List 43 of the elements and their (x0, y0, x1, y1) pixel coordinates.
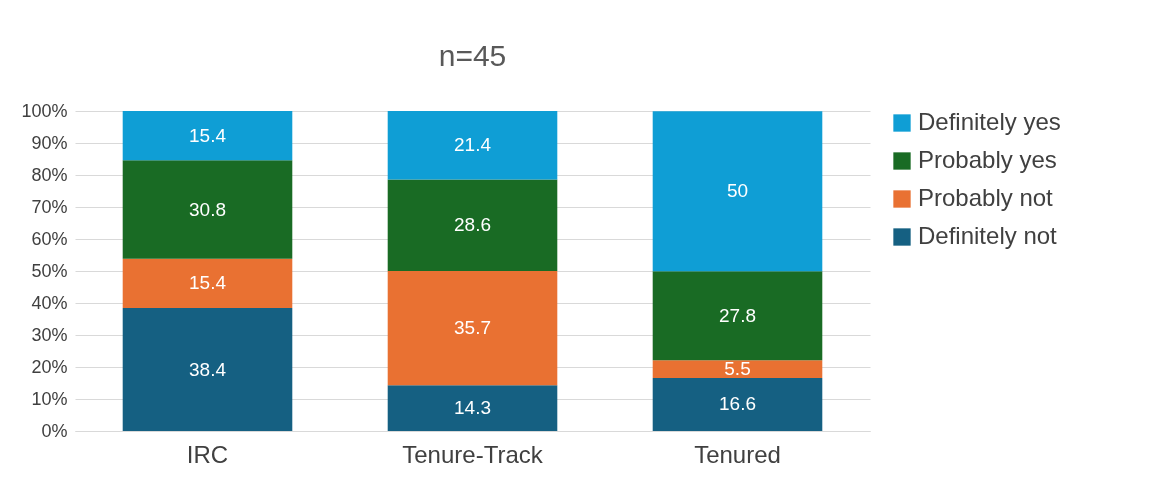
legend-label: Definitely yes (918, 108, 1061, 135)
bar (387, 385, 558, 431)
bar (652, 377, 823, 431)
bar (387, 271, 558, 386)
y-tick-label: 70% (31, 196, 68, 217)
bar (652, 360, 823, 378)
y-tick-label: 30% (31, 324, 68, 345)
bar (387, 111, 558, 180)
bar (122, 160, 293, 259)
y-tick-label: 0% (41, 420, 68, 441)
bar (122, 308, 293, 431)
y-tick-label: 80% (31, 164, 68, 185)
y-tick-label: 100% (21, 100, 68, 121)
data-label: 16.6 (719, 393, 756, 415)
data-label: 50 (726, 180, 749, 202)
data-label: 14.3 (454, 397, 491, 419)
data-label: 35.7 (454, 317, 491, 339)
y-tick-label: 20% (31, 356, 68, 377)
data-label: 38.4 (189, 358, 227, 380)
data-label: 15.4 (189, 124, 227, 146)
y-tick-label: 90% (31, 132, 68, 153)
legend-label: Probably yes (918, 146, 1057, 173)
chart-title: n=45 (438, 39, 507, 72)
data-label: 30.8 (189, 198, 226, 220)
bar (387, 179, 558, 271)
y-tick-label: 10% (31, 388, 68, 409)
x-tick-label: IRC (186, 440, 229, 468)
legend-label: Definitely not (918, 222, 1058, 249)
y-tick-label: 50% (31, 260, 68, 281)
bar (652, 111, 823, 272)
data-label: 21.4 (454, 134, 492, 156)
bar (122, 258, 293, 309)
bar (652, 271, 823, 361)
bar (122, 111, 293, 161)
data-label: 27.8 (719, 304, 756, 326)
data-label: 28.6 (454, 214, 491, 236)
y-tick-label: 60% (31, 228, 68, 249)
y-tick-label: 40% (31, 292, 68, 313)
data-label: 15.4 (189, 272, 227, 294)
x-tick-label: Tenured (694, 440, 781, 468)
data-label: 5.5 (724, 358, 751, 380)
x-tick-label: Tenure-Track (402, 440, 544, 468)
legend-label: Probably not (918, 184, 1054, 211)
